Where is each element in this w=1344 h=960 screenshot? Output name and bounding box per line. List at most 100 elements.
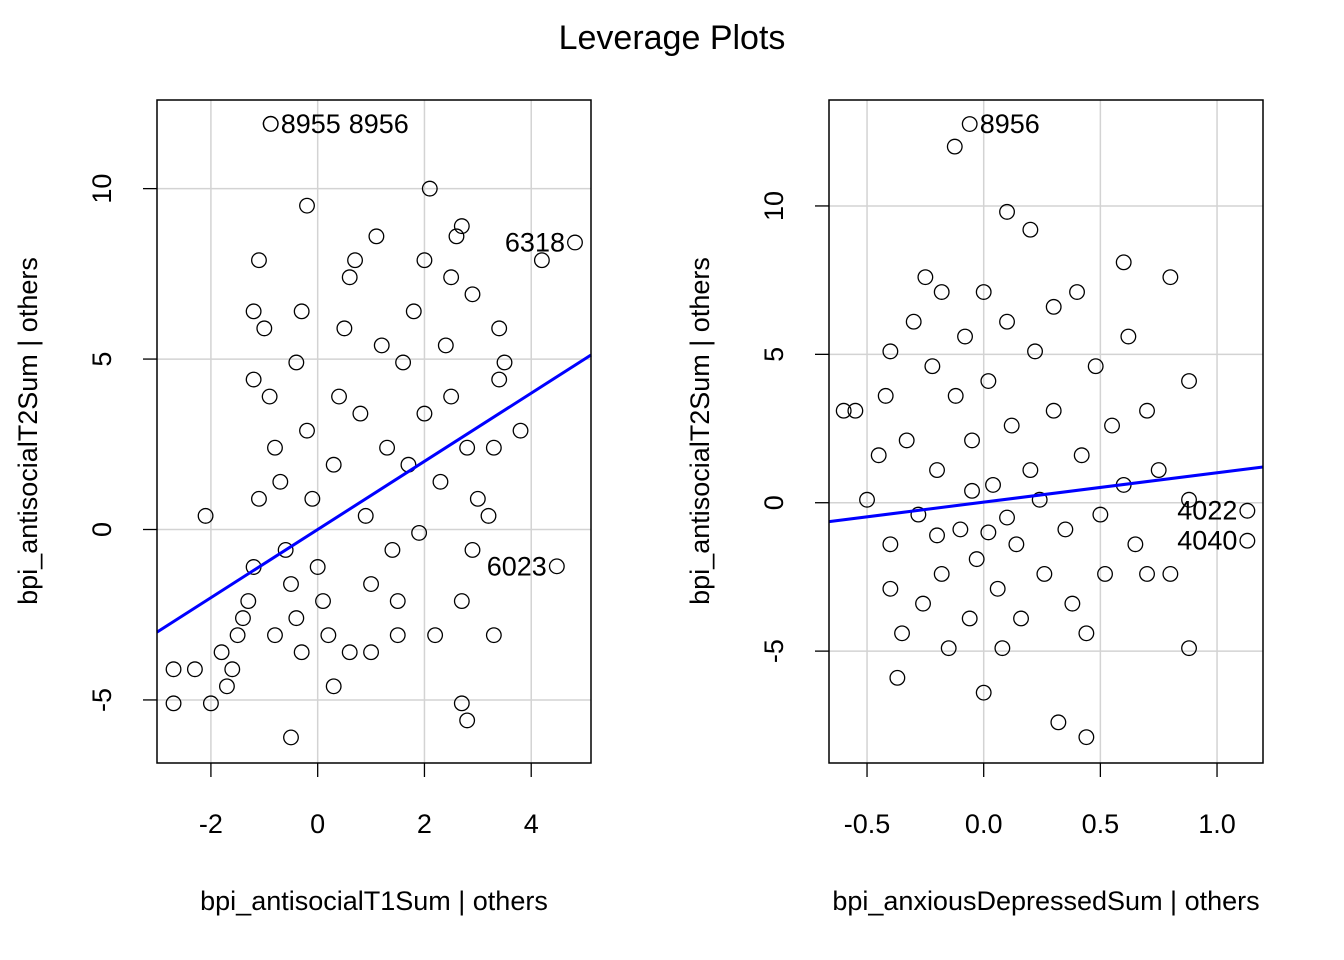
data-point xyxy=(229,627,246,644)
data-point xyxy=(985,476,1001,493)
data-point xyxy=(567,234,583,251)
y-tick-label: 10 xyxy=(87,174,117,204)
data-point xyxy=(989,580,1006,597)
data-point xyxy=(1050,714,1067,731)
data-point xyxy=(251,490,267,507)
data-point xyxy=(256,320,273,337)
data-point xyxy=(924,358,941,375)
data-point xyxy=(416,405,433,422)
data-point xyxy=(379,439,396,456)
data-point xyxy=(1027,343,1043,360)
y-tick-label: -5 xyxy=(759,639,789,663)
data-point xyxy=(980,524,997,541)
data-point xyxy=(347,252,363,269)
data-point xyxy=(283,576,299,592)
data-point xyxy=(261,388,278,405)
data-point xyxy=(882,580,899,597)
data-point xyxy=(485,439,502,456)
data-point xyxy=(411,524,428,541)
data-point xyxy=(1092,506,1109,523)
data-point xyxy=(427,627,444,644)
data-point xyxy=(224,661,241,678)
plot-frame xyxy=(156,99,592,764)
data-point xyxy=(315,593,331,610)
data-point xyxy=(336,320,353,337)
data-point xyxy=(947,387,964,404)
data-point xyxy=(464,286,481,303)
data-point xyxy=(245,303,262,320)
point-label: 8955 xyxy=(281,109,341,139)
x-tick-label: 0.0 xyxy=(965,809,1003,839)
data-point xyxy=(240,593,257,610)
y-tick-label: 10 xyxy=(759,191,789,221)
data-point xyxy=(368,228,385,245)
data-point xyxy=(952,521,969,538)
data-point xyxy=(1162,269,1179,286)
data-point xyxy=(245,371,262,388)
data-point xyxy=(320,627,337,644)
y-tick-label: 5 xyxy=(87,352,117,367)
data-point xyxy=(283,729,299,746)
data-point xyxy=(975,684,992,701)
data-point xyxy=(197,507,214,524)
data-point xyxy=(1239,502,1256,519)
point-label: 8956 xyxy=(980,109,1040,139)
data-point xyxy=(480,507,497,524)
x-tick-label: 4 xyxy=(524,809,539,839)
data-point xyxy=(496,354,513,371)
data-point xyxy=(980,373,997,389)
data-point xyxy=(459,712,476,729)
data-point xyxy=(459,439,476,456)
data-point xyxy=(1139,402,1155,419)
data-point xyxy=(1003,417,1020,434)
data-point xyxy=(491,320,508,337)
data-point xyxy=(882,343,899,360)
data-point xyxy=(961,116,978,132)
data-point xyxy=(859,491,875,508)
chart-title: Leverage Plots xyxy=(559,19,786,57)
data-point xyxy=(405,303,422,320)
x-tick-label: -0.5 xyxy=(844,809,891,839)
data-point xyxy=(186,661,203,678)
data-point xyxy=(898,432,915,449)
data-point xyxy=(1078,729,1095,746)
data-point xyxy=(325,456,342,473)
data-point xyxy=(894,625,910,642)
x-tick-label: 0 xyxy=(310,809,325,839)
data-point xyxy=(443,269,460,286)
data-point xyxy=(940,640,957,657)
data-point xyxy=(363,644,380,661)
data-point xyxy=(1045,402,1062,419)
data-point xyxy=(267,627,283,644)
data-point xyxy=(309,559,326,575)
data-point xyxy=(847,402,864,419)
data-point xyxy=(443,388,460,405)
data-point xyxy=(933,566,950,582)
x-tick-label: 2 xyxy=(417,809,432,839)
data-point xyxy=(341,269,358,286)
data-point xyxy=(1022,462,1039,479)
data-point xyxy=(453,218,470,235)
y-tick-label: -5 xyxy=(87,688,117,712)
y-axis-label: bpi_antisocialT2Sum | others xyxy=(685,257,715,605)
data-point xyxy=(202,695,219,712)
panel-antisocialT1: bpi_antisocialT1Sum | others bpi_antisoc… xyxy=(13,99,592,916)
data-point xyxy=(464,542,481,558)
data-point xyxy=(1013,610,1029,627)
data-point xyxy=(165,695,182,712)
data-point xyxy=(1045,298,1062,315)
data-point xyxy=(946,138,963,155)
data-point xyxy=(1078,625,1095,642)
x-axis-label: bpi_anxiousDepressedSum | others xyxy=(832,886,1259,916)
point-label: 4040 xyxy=(1177,526,1237,556)
data-point xyxy=(1057,521,1074,538)
data-point xyxy=(533,252,550,269)
data-point xyxy=(453,695,470,712)
data-point xyxy=(870,447,887,464)
data-point xyxy=(288,610,305,627)
data-point xyxy=(395,354,412,371)
x-tick-label: 1.0 xyxy=(1198,809,1236,839)
data-point xyxy=(929,462,945,479)
data-point xyxy=(877,387,894,404)
